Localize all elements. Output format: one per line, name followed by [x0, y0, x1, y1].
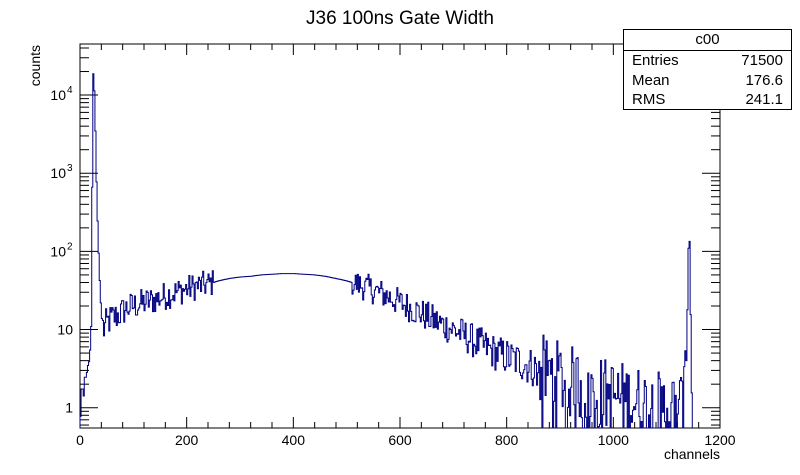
y-tick-exponent: 3 — [67, 163, 73, 174]
x-tick-label: 200 — [175, 432, 199, 448]
histogram-line — [79, 73, 693, 429]
y-tick-label: 10 — [50, 243, 66, 259]
y-tick-exponent: 2 — [67, 241, 73, 252]
x-tick-label: 1200 — [704, 432, 735, 448]
stats-row-rms: RMS 241.1 — [624, 90, 791, 110]
axis-labels: J36 100ns Gate Width channels counts — [27, 8, 720, 462]
stats-mean-value: 176.6 — [745, 71, 783, 89]
stats-rms-value: 241.1 — [745, 91, 783, 108]
stats-entries-label: Entries — [632, 52, 679, 69]
x-tick-label: 400 — [282, 432, 306, 448]
x-axis-label: channels — [664, 446, 720, 462]
stats-box: c00 Entries 71500 Mean 176.6 RMS 241.1 — [623, 29, 792, 110]
x-tick-label: 1000 — [598, 432, 629, 448]
y-tick-label: 10 — [50, 87, 66, 103]
histogram-series — [79, 73, 693, 429]
stats-title: c00 — [624, 30, 791, 51]
y-tick-exponent: 4 — [67, 85, 73, 96]
y-tick-label: 1 — [65, 400, 73, 416]
stats-row-entries: Entries 71500 — [624, 51, 791, 71]
y-tick-label: 10 — [50, 165, 66, 181]
y-tick-label: 10 — [57, 322, 73, 338]
x-tick-label: 800 — [495, 432, 519, 448]
stats-row-mean: Mean 176.6 — [624, 71, 791, 91]
x-tick-label: 600 — [388, 432, 412, 448]
x-tick-label: 0 — [76, 432, 84, 448]
chart-title: J36 100ns Gate Width — [306, 8, 494, 29]
stats-entries-value: 71500 — [741, 52, 783, 69]
stats-mean-label: Mean — [632, 71, 670, 89]
stats-rms-label: RMS — [632, 91, 666, 108]
y-axis-label: counts — [27, 45, 43, 86]
